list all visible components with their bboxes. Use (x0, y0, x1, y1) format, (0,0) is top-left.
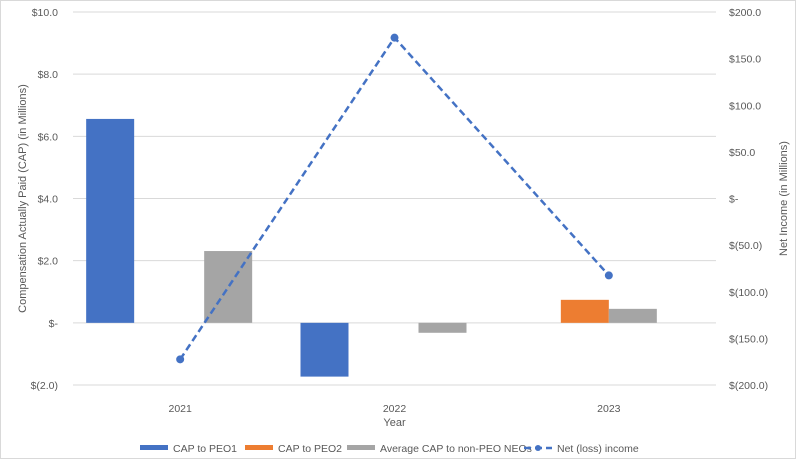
legend-swatch (347, 445, 375, 450)
legend-label[interactable]: CAP to PEO1 (173, 443, 237, 455)
legend-label[interactable]: Net (loss) income (557, 443, 639, 455)
x-axis-tick-label: 2023 (597, 403, 621, 415)
y-axis-tick-label: $10.0 (32, 7, 58, 19)
y2-axis-title: Net Income (in Millions) (778, 141, 790, 256)
y-axis-tick-label: $8.0 (38, 69, 59, 81)
y-axis-tick-label: $6.0 (38, 131, 59, 143)
bar-cap-to-peo1-2022[interactable] (300, 322, 349, 377)
legend-swatch-marker (535, 445, 541, 451)
y2-axis-tick-label: $(50.0) (729, 240, 762, 252)
y2-axis-tick-label: $200.0 (729, 7, 761, 19)
y2-axis-tick-label: $(100.0) (729, 287, 768, 299)
net-income-marker[interactable] (176, 355, 185, 364)
bar-average-cap-to-non-peo-neos-2023[interactable] (608, 308, 657, 323)
legend-swatch (140, 445, 168, 450)
y2-axis-tick-label: $50.0 (729, 147, 755, 159)
y-axis-tick-label: $2.0 (38, 256, 59, 268)
y2-axis-tick-label: $- (729, 194, 739, 206)
bar-average-cap-to-non-peo-neos-2022[interactable] (418, 322, 467, 333)
y-axis-tick-label: $(2.0) (31, 380, 58, 392)
y2-axis-tick-label: $100.0 (729, 100, 761, 112)
y2-axis-tick-label: $(200.0) (729, 380, 768, 392)
y2-axis-tick-label: $150.0 (729, 54, 761, 66)
net-income-marker[interactable] (604, 271, 613, 280)
y-axis-tick-label: $4.0 (38, 194, 59, 206)
x-axis-tick-label: 2021 (168, 403, 192, 415)
y2-axis-tick-label: $(150.0) (729, 333, 768, 345)
y-axis-title: Compensation Actually Paid (CAP) (in Mil… (17, 84, 29, 313)
legend-swatch (245, 445, 273, 450)
net-income-marker[interactable] (390, 33, 399, 42)
bar-cap-to-peo2-2023[interactable] (560, 299, 609, 323)
y-axis-tick-label: $- (49, 318, 59, 330)
legend-label[interactable]: CAP to PEO2 (278, 443, 342, 455)
x-axis-title: Year (383, 417, 406, 429)
x-axis-tick-label: 2022 (383, 403, 407, 415)
bar-cap-to-peo1-2021[interactable] (86, 118, 135, 323)
legend-label[interactable]: Average CAP to non-PEO NEOs (380, 443, 532, 455)
